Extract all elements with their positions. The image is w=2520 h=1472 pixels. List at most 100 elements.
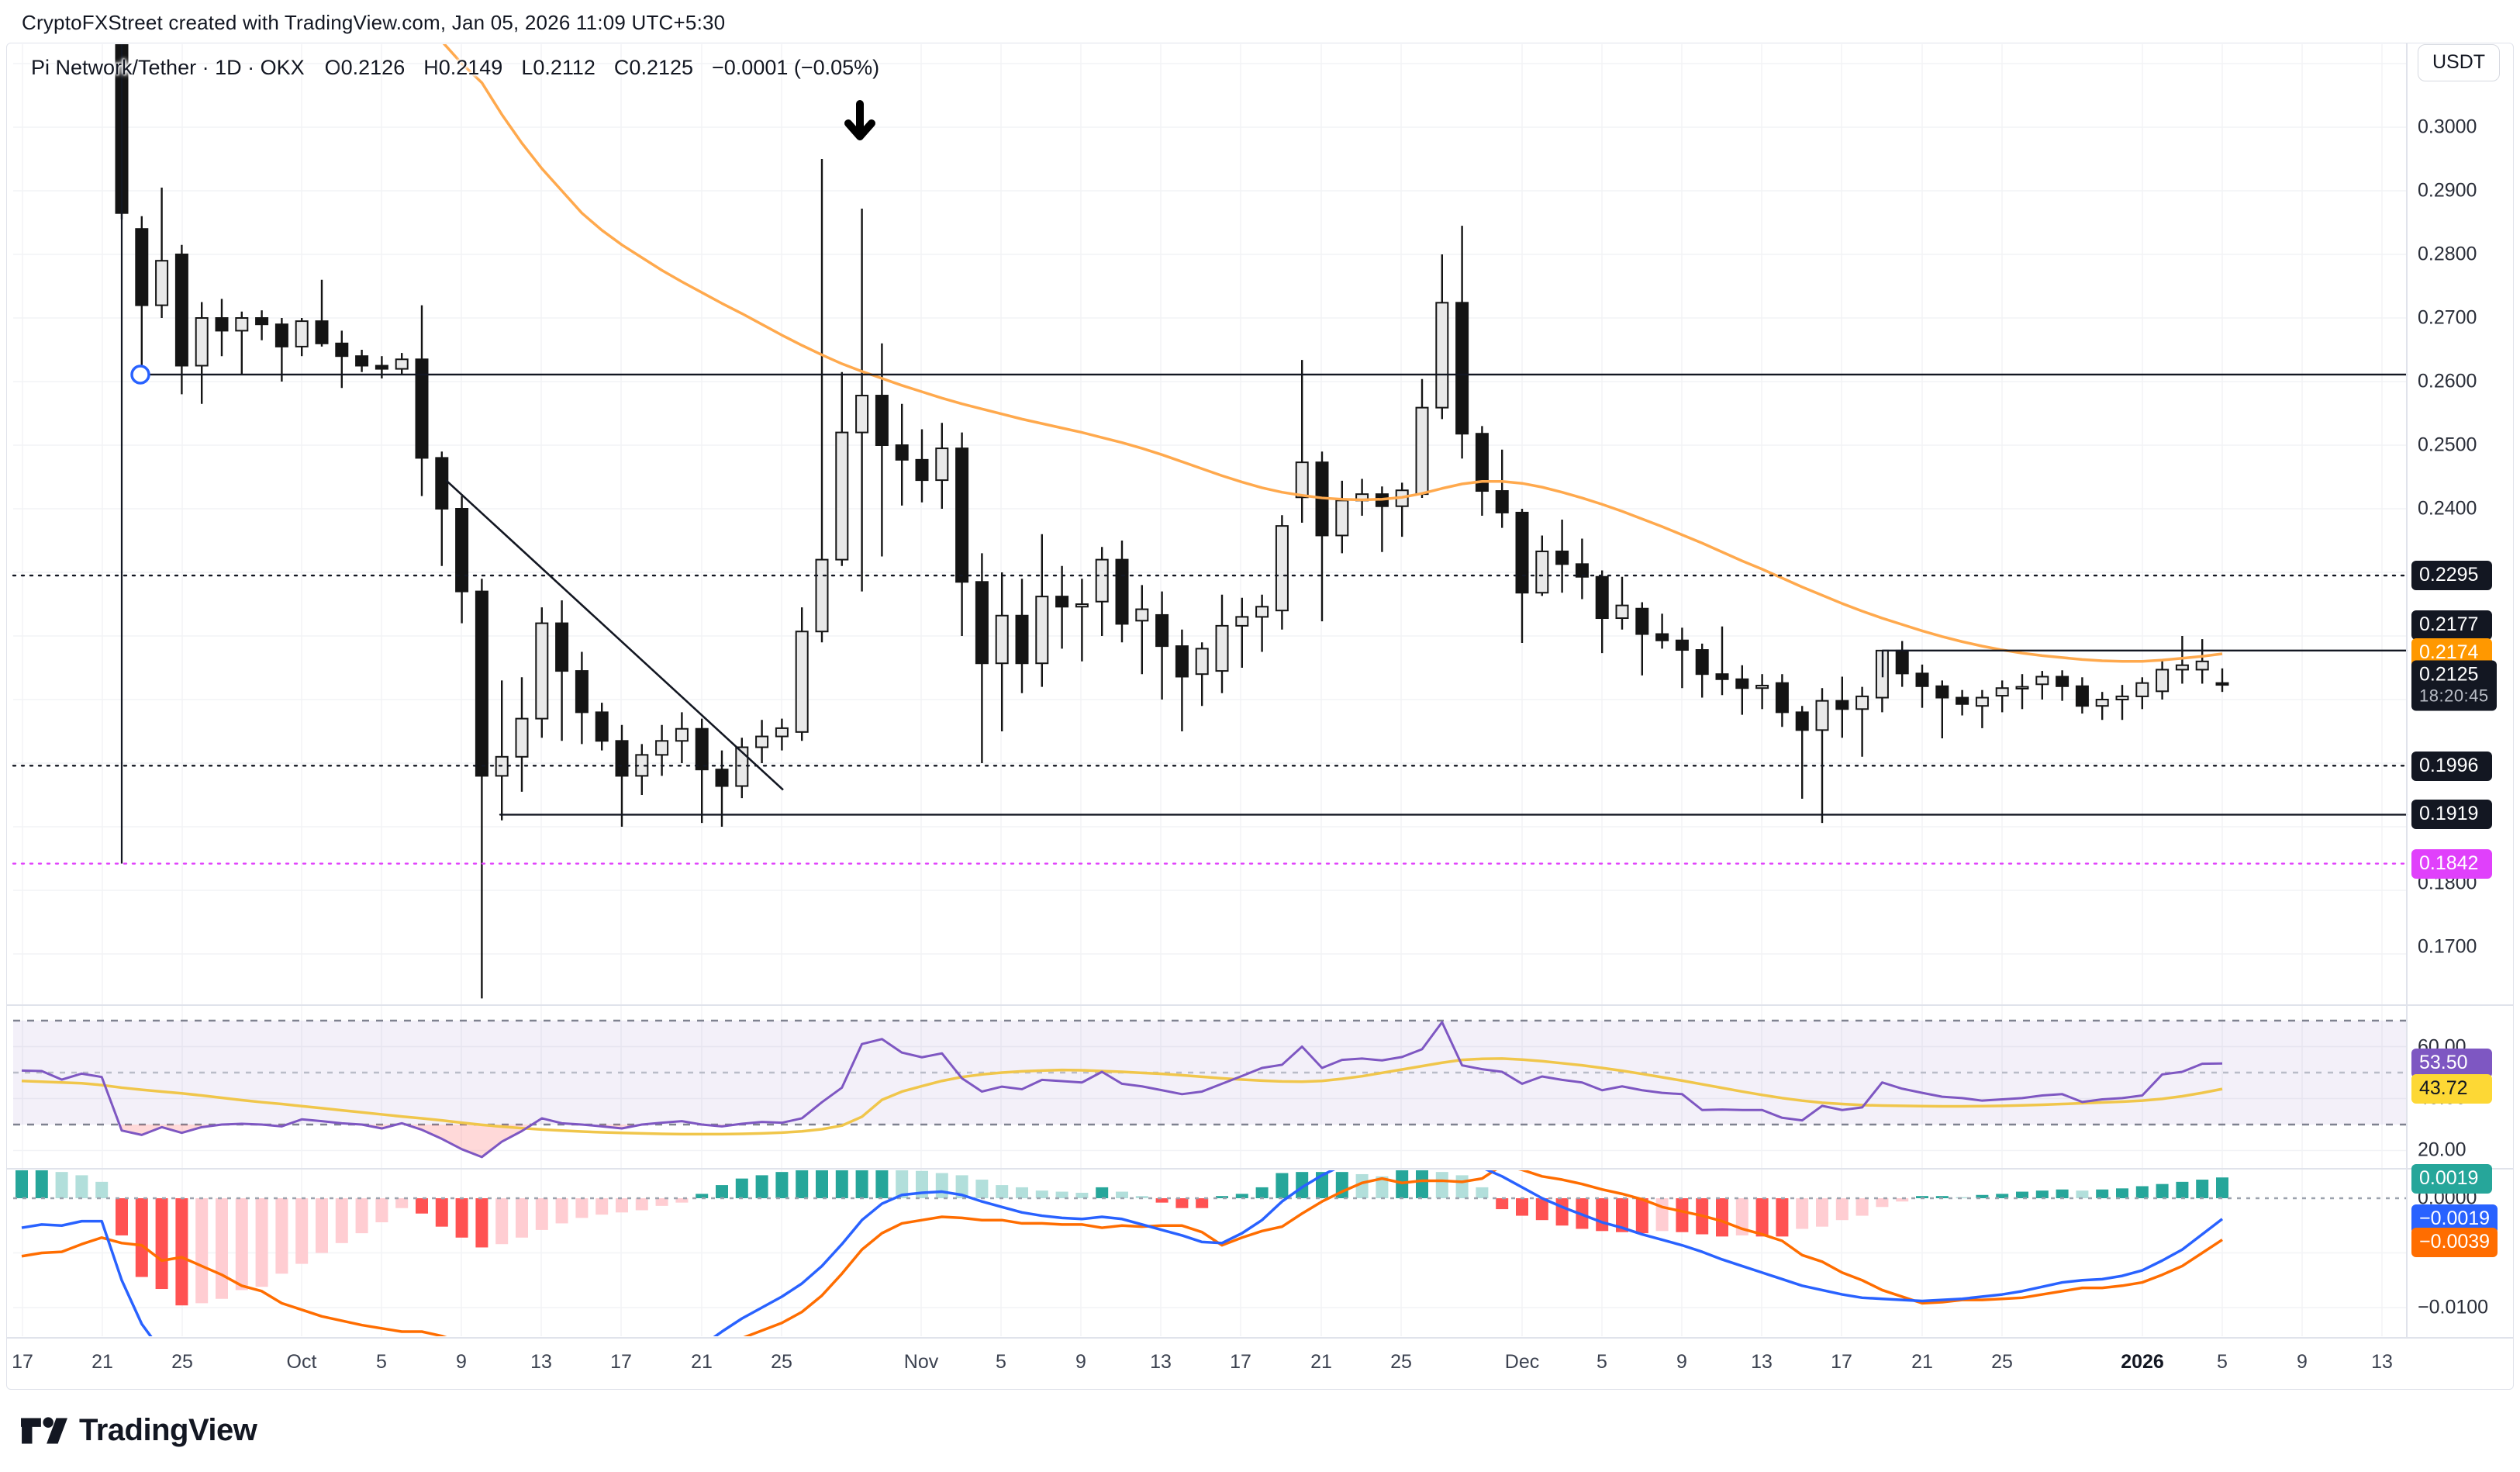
tradingview-logo[interactable]: TradingView (20, 1413, 257, 1448)
time-tick-label: Oct (286, 1351, 317, 1373)
macd-histogram-bar (1935, 1196, 1949, 1198)
time-tick-label: 17 (12, 1351, 33, 1373)
candle-down (2056, 676, 2070, 687)
macd-histogram-bar (1055, 1191, 1068, 1198)
candle-up (1335, 499, 1349, 537)
candle-up (1035, 596, 1049, 665)
time-tick-label: Nov (903, 1351, 939, 1373)
price-tick-label: 0.2500 (2418, 434, 2477, 456)
candle-down (215, 317, 229, 332)
gridlines (13, 44, 2407, 1336)
macd-histogram-bar (1416, 1170, 1428, 1198)
price-level-badge: 0.1996 (2411, 752, 2492, 781)
price-scale[interactable]: 0.3000 0.2900 0.2800 0.2700 0.2600 0.2500 0.24… (2407, 43, 2514, 1338)
candle-up (1995, 687, 2009, 697)
candle-down (875, 395, 889, 447)
candle-up (1435, 302, 1449, 409)
macd-histogram-bar (16, 1170, 28, 1198)
macd-histogram-bar (1096, 1187, 1109, 1198)
rsi-ma-line (21, 1057, 2223, 1136)
macd-histogram-bar (175, 1198, 188, 1306)
rsi-band (13, 1021, 2407, 1125)
time-tick-label: 21 (691, 1351, 713, 1373)
macd-histogram-bar (616, 1198, 628, 1213)
time-tick-label: 9 (456, 1351, 467, 1373)
time-tick-label: 13 (1751, 1351, 1773, 1373)
macd-histogram-bar (1555, 1198, 1569, 1226)
time-tick-label: 9 (2297, 1351, 2308, 1373)
line-anchor-circle[interactable] (130, 365, 150, 385)
price-tick-label: 0.2400 (2418, 497, 2477, 520)
macd-tick-label: −0.0100 (2418, 1296, 2489, 1318)
candle-down (315, 320, 329, 344)
macd-histogram-bar (1616, 1198, 1628, 1232)
candle-down (1635, 607, 1649, 635)
candle-up (755, 735, 769, 748)
candle-down (975, 581, 989, 665)
macd-histogram-bar (2135, 1186, 2149, 1198)
time-tick-label: 13 (2371, 1351, 2393, 1373)
macd-histogram-bar (135, 1198, 148, 1277)
candle-down (2215, 682, 2229, 686)
down-arrow-annotation[interactable] (844, 100, 875, 140)
macd-histogram-bar (95, 1181, 109, 1198)
candle-down (555, 622, 569, 672)
macd-histogram-bar (1655, 1198, 1669, 1232)
candle-down (615, 740, 629, 777)
macd-histogram-bar (2035, 1190, 2049, 1198)
symbol-info-row[interactable]: Pi Network/Tether · 1D · OKX O0.2126 H0.21… (31, 56, 879, 80)
symbol-title[interactable]: Pi Network/Tether · 1D · OKX (31, 56, 305, 79)
ohlc-values: O0.2126 H0.2149 L0.2112 C0.2125 −0.0001 (−0.… (324, 56, 880, 79)
candle-up (1855, 695, 1869, 710)
macd-histogram-bar (395, 1198, 409, 1208)
macd-histogram-bar (1075, 1192, 1089, 1198)
macd-histogram-bar (1016, 1187, 1028, 1198)
macd-histogram-bar (2176, 1181, 2189, 1198)
price-tick-label: 0.2800 (2418, 243, 2477, 265)
candle-down (1595, 575, 1609, 620)
candle-down (1575, 563, 1589, 578)
currency-button[interactable]: USDT (2418, 44, 2500, 81)
candle-up (775, 727, 789, 738)
macd-histogram-bar (1435, 1172, 1448, 1198)
macd-pane[interactable] (13, 1152, 2407, 1406)
time-tick-label: 17 (610, 1351, 632, 1373)
candle-up (2175, 664, 2189, 671)
time-scale[interactable]: 17 21 25 Oct 5 9 13 17 21 25 Nov 5 9 13 17 21 25 Dec 5 9 13 1… (6, 1338, 2407, 1390)
candle-up (795, 631, 809, 733)
time-tick-label: 5 (1597, 1351, 1607, 1373)
macd-histogram-bar (1255, 1187, 1269, 1198)
macd-histogram-bar (2156, 1183, 2169, 1198)
candle-down (1175, 645, 1189, 678)
candle-up (2195, 660, 2209, 671)
main-price-pane[interactable] (16, 0, 2229, 999)
candle-down (1555, 550, 1569, 565)
drawings[interactable] (12, 44, 2408, 865)
macd-histogram-bar (1716, 1198, 1728, 1237)
macd-histogram-bar (1835, 1198, 1849, 1221)
rsi-pane[interactable] (13, 1019, 2407, 1159)
chart-widget-frame (6, 43, 2514, 1390)
candle-down (895, 444, 909, 461)
candle-down (955, 447, 969, 583)
candle-up (515, 717, 529, 758)
candle-up (815, 558, 829, 633)
price-level-badge: 0.1919 (2411, 800, 2492, 829)
candle-up (2035, 676, 2049, 686)
candle-down (1515, 511, 1529, 594)
rsi-value-badge: 43.72 (2411, 1074, 2492, 1104)
candle-down (174, 254, 188, 367)
macd-histogram-bar (1296, 1172, 1309, 1198)
time-tick-label: 21 (1911, 1351, 1933, 1373)
macd-histogram-bar (1355, 1173, 1369, 1198)
candle-down (1715, 673, 1729, 680)
candle-up (1255, 606, 1269, 618)
candle-down (1735, 678, 1749, 689)
macd-histogram-bar (1755, 1198, 1769, 1237)
descending-trendline[interactable] (445, 479, 784, 791)
macd-histogram-bar (1796, 1198, 1809, 1229)
candle-down (1915, 672, 1929, 687)
macd-histogram-bar (1476, 1187, 1489, 1198)
macd-histogram-bar (1155, 1198, 1169, 1203)
